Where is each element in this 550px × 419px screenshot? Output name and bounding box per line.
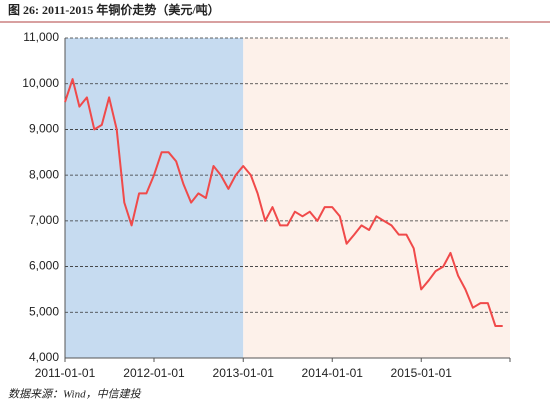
y-tick-label: 9,000 <box>29 122 59 136</box>
x-tick-label: 2015-01-01 <box>391 366 453 380</box>
y-tick-label: 7,000 <box>29 213 59 227</box>
source-note: 数据来源：Wind，中信建投 <box>8 388 142 401</box>
y-tick-label: 10,000 <box>22 76 59 90</box>
x-tick-label: 2014-01-01 <box>302 366 364 380</box>
y-tick-label: 5,000 <box>29 304 59 318</box>
y-tick-label: 8,000 <box>29 167 59 181</box>
x-tick-label: 2013-01-01 <box>213 366 275 380</box>
price-line <box>64 78 503 327</box>
shaded-region <box>65 38 244 358</box>
shaded-region <box>243 38 510 358</box>
x-tick-label: 2012-01-01 <box>123 366 185 380</box>
y-tick-label: 6,000 <box>29 259 59 273</box>
x-tick-label: 2011-01-01 <box>35 366 96 380</box>
y-tick-label: 11,000 <box>23 30 59 44</box>
chart-title: 图 26: 2011-2015 年铜价走势（美元/吨） <box>8 2 220 17</box>
y-tick-label: 4,000 <box>29 350 59 364</box>
